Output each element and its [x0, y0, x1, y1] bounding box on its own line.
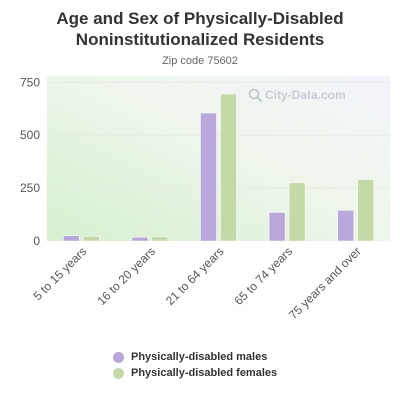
legend-item-males: Physically-disabled males [113, 349, 277, 365]
x-tick-label: 16 to 20 years [94, 244, 158, 308]
bar-females [357, 179, 374, 242]
bar-males [200, 112, 217, 242]
chart-subtitle: Zip code 75602 [162, 55, 238, 67]
magnifier-icon [248, 88, 263, 103]
watermark: City-Data.com [248, 88, 346, 103]
legend-swatch-females [113, 367, 124, 379]
x-tick-label: 5 to 15 years [30, 244, 89, 303]
bar-females [220, 93, 237, 242]
bar-males [337, 210, 354, 242]
legend-item-females: Physically-disabled females [113, 365, 277, 381]
y-tick-label: 750 [20, 75, 40, 89]
watermark-text: City-Data.com [265, 88, 346, 102]
bar-females [83, 236, 100, 242]
chart-title: Age and Sex of Physically-Disabled Nonin… [56, 9, 344, 49]
bar-males [131, 236, 149, 242]
bar-females [151, 236, 169, 242]
legend-label-males: Physically-disabled males [131, 351, 268, 363]
legend-label-females: Physically-disabled females [131, 367, 278, 379]
y-tick-label: 0 [33, 234, 40, 248]
plot-area [47, 76, 390, 241]
x-tick-label: 21 to 64 years [163, 244, 227, 308]
legend: Physically-disabled males Physically-dis… [113, 349, 277, 381]
x-tick-label: 65 to 74 years [232, 244, 296, 308]
bar-females [288, 182, 306, 242]
bar-males [63, 235, 80, 242]
x-tick-label: 75 years and over [286, 244, 364, 322]
bar-males [268, 212, 286, 242]
y-tick-label: 250 [20, 181, 40, 195]
legend-swatch-males [113, 351, 124, 363]
y-tick-label: 500 [20, 128, 40, 142]
